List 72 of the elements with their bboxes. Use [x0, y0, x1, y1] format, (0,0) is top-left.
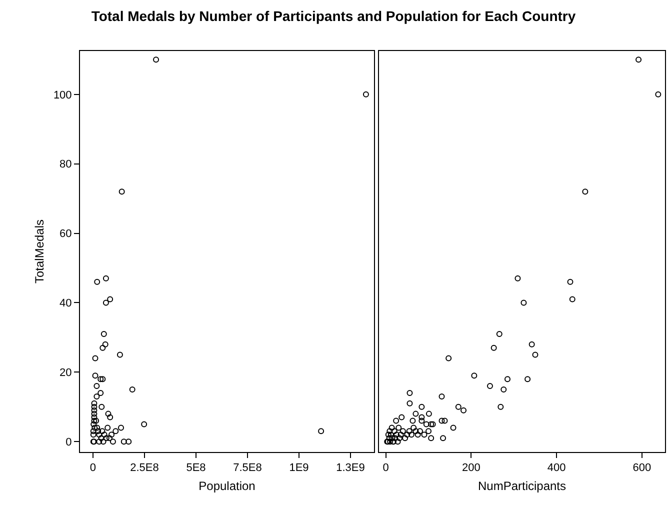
point: [112, 428, 119, 434]
point: [103, 435, 110, 442]
x-tick-label: 400: [547, 462, 566, 474]
y-tick-label: 40: [60, 298, 72, 310]
y-tick-label: 0: [66, 436, 72, 448]
point: [99, 428, 106, 434]
point: [94, 424, 100, 431]
x-tick-label: 600: [632, 462, 652, 474]
point: [118, 424, 124, 431]
point: [102, 341, 108, 348]
x-tick-label: 0: [382, 462, 389, 474]
point: [93, 418, 100, 424]
point: [102, 275, 109, 282]
point: [129, 386, 136, 393]
x-tick-label: 200: [462, 462, 480, 474]
point: [96, 432, 102, 438]
point: [362, 91, 369, 98]
y-tick-label: 60: [60, 228, 72, 240]
point: [94, 278, 100, 285]
point: [96, 438, 102, 445]
point: [98, 404, 105, 410]
point: [100, 376, 106, 382]
point: [94, 393, 100, 400]
point: [92, 372, 98, 379]
point: [107, 414, 114, 420]
point: [90, 432, 96, 438]
point: [106, 435, 112, 442]
point: [91, 400, 98, 406]
point: [118, 188, 125, 195]
x-tick-label: 0: [90, 462, 96, 474]
point: [120, 438, 127, 445]
point: [90, 421, 97, 428]
point: [90, 428, 96, 434]
y-tick-label: 20: [60, 367, 72, 379]
point: [91, 404, 98, 410]
x-axis-title: NumParticipants: [478, 479, 566, 494]
x-tick-label: 1E9: [289, 462, 309, 474]
y-tick-label: 80: [60, 158, 72, 171]
point: [126, 438, 132, 445]
point: [98, 435, 104, 442]
point: [116, 352, 123, 358]
x-tick-label: 1.3E9: [336, 462, 365, 474]
point: [95, 428, 102, 434]
x-tick-label: 5E8: [186, 462, 206, 474]
point: [153, 56, 160, 63]
point: [94, 383, 100, 390]
point: [91, 418, 98, 424]
point: [100, 438, 106, 445]
point: [92, 424, 98, 431]
point: [98, 376, 104, 382]
point: [104, 424, 111, 431]
point: [91, 410, 98, 417]
point: [108, 432, 115, 438]
point: [98, 390, 104, 396]
point: [91, 414, 98, 420]
chart-title: Total Medals by Number of Participants and Population for Each Country: [90, 8, 577, 24]
point: [91, 407, 98, 414]
y-tick-label: 100: [53, 89, 72, 102]
point: [101, 432, 108, 438]
point: [318, 428, 324, 434]
x-tick-label: 7.5E8: [233, 462, 262, 474]
x-tick-label: 2.5E8: [130, 462, 159, 474]
point: [92, 355, 98, 362]
point: [110, 438, 116, 445]
x-axis-title: Population: [198, 479, 256, 494]
point: [105, 410, 112, 417]
point: [102, 300, 109, 306]
point: [141, 421, 148, 428]
point: [100, 344, 106, 351]
point: [100, 330, 107, 337]
y-axis-title: TotalMedals: [32, 219, 47, 284]
point: [107, 296, 114, 302]
